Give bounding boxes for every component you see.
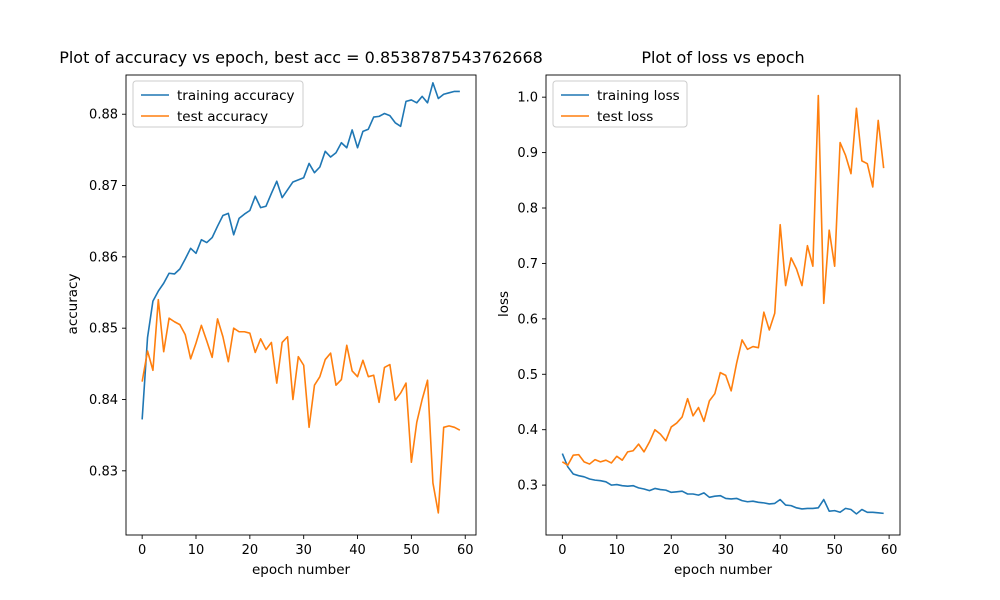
loss-chart-series-line-2 [561,94,885,466]
accuracy-chart-x-axis-label: epoch number [252,562,351,578]
accuracy-chart-x-tick-label: 40 [349,543,366,558]
loss-chart-y-tick-label: 1.0 [517,91,538,106]
loss-chart-y-tick-label: 0.3 [517,479,538,494]
accuracy-chart-x-tick-label: 10 [188,543,205,558]
accuracy-chart: Plot of accuracy vs epoch, best acc = 0.… [59,48,543,578]
loss-chart-legend: training loss test loss [552,80,688,128]
accuracy-chart-y-axis-label: accuracy [65,274,81,335]
accuracy-chart-x-tick-label: 50 [403,543,420,558]
loss-chart-y-tick-label: 0.9 [517,146,538,161]
loss-chart-y-tick-label: 0.7 [517,257,538,272]
loss-chart-x-tick-label: 50 [826,543,843,558]
accuracy-chart-y-tick-label: 0.85 [89,322,118,337]
loss-chart-series-line-1 [561,453,884,515]
accuracy-chart-series-line-1 [141,82,460,420]
loss-chart-y-tick-label: 0.5 [517,368,538,383]
loss-chart-y-axis-label: loss [496,291,512,317]
accuracy-chart-legend: training accuracy test accuracy [132,80,304,128]
accuracy-chart-legend-label-1: training accuracy [177,88,295,104]
loss-chart-x-tick-label: 60 [881,543,898,558]
loss-chart-y-tick-label: 0.6 [517,312,538,327]
loss-chart-axes-frame [545,74,901,536]
loss-chart-x-tick-label: 30 [717,543,734,558]
accuracy-chart-title: Plot of accuracy vs epoch, best acc = 0.… [59,48,543,67]
loss-chart-title: Plot of loss vs epoch [641,48,804,67]
accuracy-chart-x-tick-label: 0 [138,543,146,558]
accuracy-chart-y-tick-label: 0.88 [89,108,118,123]
accuracy-chart-legend-label-2: test accuracy [177,109,268,125]
loss-chart-y-tick-label: 0.4 [517,423,538,438]
loss-chart-y-tick-label: 0.8 [517,202,538,217]
loss-chart-legend-label-1: training loss [597,88,680,104]
loss-chart: Plot of loss vs epoch epoch number loss … [496,48,901,578]
loss-chart-x-tick-label: 0 [558,543,566,558]
loss-chart-x-tick-label: 20 [663,543,680,558]
accuracy-chart-x-tick-label: 60 [457,543,474,558]
accuracy-chart-y-tick-label: 0.84 [89,393,118,408]
accuracy-chart-axes-frame [125,74,477,536]
loss-chart-x-tick-label: 10 [609,543,626,558]
accuracy-chart-series-line-2 [141,298,461,514]
accuracy-chart-y-tick-label: 0.86 [89,250,118,265]
accuracy-chart-y-tick-label: 0.83 [89,464,118,479]
accuracy-chart-y-tick-label: 0.87 [89,179,118,194]
loss-chart-legend-label-2: test loss [597,109,653,125]
loss-chart-x-tick-label: 40 [772,543,789,558]
accuracy-chart-x-tick-label: 30 [295,543,312,558]
loss-chart-x-axis-label: epoch number [674,562,773,578]
accuracy-chart-x-tick-label: 20 [242,543,259,558]
